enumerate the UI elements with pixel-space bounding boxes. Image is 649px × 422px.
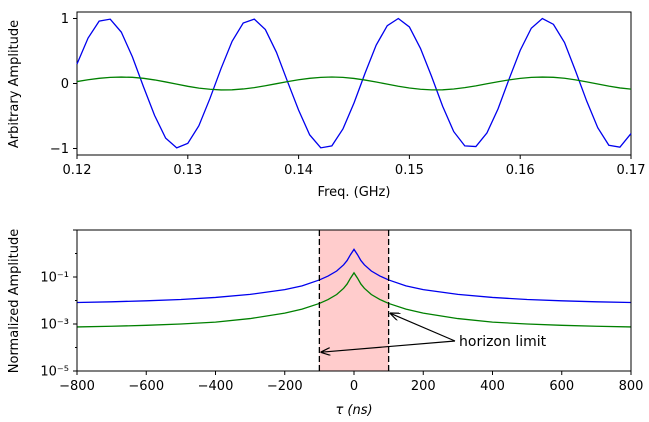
bottom-y-ticks: 10⁻¹ 10⁻³ 10⁻⁵	[40, 229, 77, 380]
top-series-line-1	[76, 76, 632, 91]
top-y-tick-label: 1	[61, 12, 69, 27]
top-x-tick-label: 0.16	[506, 163, 535, 178]
bottom-y-tick-label: 10⁻¹	[40, 271, 69, 286]
top-x-tick-label: 0.12	[63, 163, 92, 178]
bottom-x-tick-label: 800	[619, 379, 644, 394]
top-x-tick-label: 0.14	[284, 163, 313, 178]
top-chart: 0.12 0.13 0.14 0.15 0.16 0.17 1 0 −1 Freq. (GHz…	[7, 11, 646, 200]
horizon-arrow	[321, 340, 456, 352]
bottom-series-lines	[76, 248, 632, 328]
top-series-line-0	[76, 17, 632, 149]
top-y-ticks: 1 0 −1	[50, 12, 77, 157]
top-x-ticks: 0.12 0.13 0.14 0.15 0.16 0.17	[63, 155, 646, 178]
bottom-x-tick-label: 200	[411, 379, 436, 394]
top-y-tick-label: 0	[61, 77, 69, 92]
horizon-boundary-lines	[318, 230, 390, 371]
bottom-y-axis-label: Normalized Amplitude	[7, 229, 22, 373]
top-x-tick-label: 0.15	[395, 163, 424, 178]
bottom-x-tick-label: 600	[549, 379, 574, 394]
top-y-axis-label: Arbitrary Amplitude	[7, 20, 22, 148]
bottom-x-axis-label-text: τ (ns)	[335, 403, 372, 418]
bottom-x-tick-label: −800	[59, 379, 95, 394]
bottom-x-tick-label: −400	[198, 379, 234, 394]
bottom-series-line-1	[76, 271, 632, 328]
bottom-x-tick-label: −200	[267, 379, 303, 394]
horizon-annotation: horizon limit	[321, 313, 547, 352]
top-series-lines	[76, 17, 632, 149]
top-x-tick-label: 0.13	[173, 163, 202, 178]
horizon-limit-label: horizon limit	[459, 334, 547, 350]
top-y-tick-label: −1	[50, 142, 69, 157]
top-x-tick-label: 0.17	[617, 163, 646, 178]
bottom-x-tick-label: −600	[128, 379, 164, 394]
bottom-y-tick-label: 10⁻⁵	[40, 365, 69, 380]
bottom-x-tick-label: 0	[350, 379, 358, 394]
bottom-series-line-0	[76, 248, 632, 304]
bottom-chart: −800 −600 −400 −200 0 200 400 600 800 10⁻¹10⁻³10…	[7, 229, 643, 418]
top-x-axis-label: Freq. (GHz)	[318, 185, 391, 200]
bottom-x-ticks: −800 −600 −400 −200 0 200 400 600 800	[59, 371, 643, 394]
top-plot-frame	[76, 11, 632, 156]
bottom-x-axis-label: τ (ns)	[335, 403, 372, 418]
bottom-y-tick-label: 10⁻³	[40, 318, 69, 333]
bottom-x-tick-label: 400	[480, 379, 505, 394]
horizon-arrow	[391, 313, 456, 342]
